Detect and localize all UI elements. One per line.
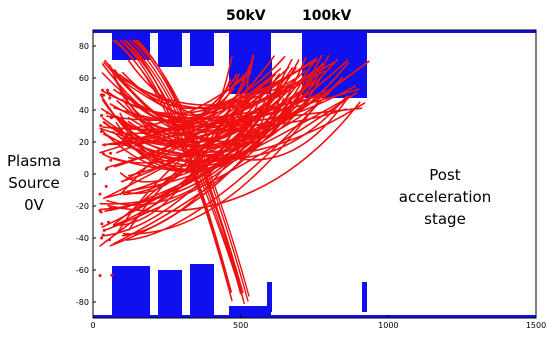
x-tick-label: 0 <box>90 321 95 330</box>
label-100kv: 100kV <box>302 8 352 24</box>
post-acceleration-line-3: stage <box>424 210 466 228</box>
trajectory-line <box>101 72 252 130</box>
trajectory-line <box>127 55 330 149</box>
source-particle <box>100 93 104 97</box>
source-particle <box>98 274 102 278</box>
source-particle <box>109 206 112 210</box>
electrode-lip-upper <box>362 60 367 90</box>
y-tick-label: 20 <box>79 138 89 147</box>
trajectory-line <box>132 39 249 302</box>
source-particle <box>105 111 109 115</box>
electrode-lip-lower <box>267 282 272 312</box>
x-tick-label: 1000 <box>378 321 398 330</box>
y-tick-label: -60 <box>76 266 89 275</box>
lower-electrode <box>158 270 182 318</box>
source-particle <box>98 209 102 212</box>
y-tick-label: 60 <box>79 74 89 83</box>
source-particle <box>109 151 112 155</box>
plasma-source-line-1: Plasma <box>6 152 62 170</box>
lower-electrode <box>229 306 271 318</box>
upper-electrode <box>190 30 214 66</box>
y-tick-label: 0 <box>84 170 89 179</box>
source-particle <box>102 228 106 232</box>
bottom-boundary <box>93 315 536 318</box>
upper-electrode <box>158 30 182 67</box>
source-particle <box>108 96 112 100</box>
x-tick-label: 1500 <box>526 321 546 330</box>
trajectory-line <box>99 106 265 247</box>
post-acceleration-line-2: acceleration <box>398 188 492 206</box>
source-particle <box>104 184 108 188</box>
source-particle <box>110 273 114 277</box>
electrode-lip-lower <box>362 282 367 312</box>
trajectory-line <box>124 39 232 293</box>
source-particle <box>106 88 110 92</box>
source-particle <box>109 116 113 120</box>
trajectory-line <box>103 54 323 143</box>
x-tick-label: 500 <box>233 321 248 330</box>
source-particle <box>101 152 105 156</box>
trajectory-line <box>116 95 348 160</box>
source-particle <box>100 130 103 133</box>
lower-electrode <box>112 266 150 318</box>
electrode-lip-upper <box>267 60 272 90</box>
trajectory-line <box>116 59 300 143</box>
plasma-source-line-3: 0V <box>24 196 44 214</box>
source-particle <box>109 158 113 162</box>
source-particle <box>108 93 112 97</box>
lower-electrode <box>190 264 214 318</box>
trajectory-line <box>123 104 275 135</box>
trajectory-line <box>128 70 326 231</box>
y-tick-label: 80 <box>79 42 89 51</box>
post-acceleration-line-1: Post <box>429 166 461 184</box>
source-particle <box>101 233 105 237</box>
y-tick-label: 40 <box>79 106 89 115</box>
y-tick-label: -40 <box>76 234 89 243</box>
trajectory-line <box>101 67 304 146</box>
source-particle <box>100 114 104 117</box>
particle-trajectories <box>98 39 370 305</box>
source-particle <box>107 220 110 224</box>
y-tick-label: -80 <box>76 298 89 307</box>
trajectory-line <box>106 80 267 169</box>
trajectory-line <box>99 55 233 160</box>
trajectory-line <box>128 39 244 294</box>
source-particle <box>98 192 102 196</box>
source-particle <box>100 236 104 240</box>
source-particle <box>99 124 103 128</box>
trajectory-line <box>120 39 244 300</box>
x-axis-ticks: 0 500 1000 1500 <box>90 315 546 330</box>
source-particle <box>103 143 107 147</box>
trajectory-line <box>113 68 282 145</box>
source-particle <box>104 167 108 171</box>
source-particle <box>100 222 104 226</box>
plasma-source-label: Plasma Source 0V <box>4 150 64 216</box>
source-particle <box>108 238 112 242</box>
post-acceleration-label: Post acceleration stage <box>390 164 500 230</box>
y-tick-label: -20 <box>76 202 89 211</box>
trajectory-line <box>106 59 349 199</box>
trajectory-line <box>109 57 307 247</box>
y-axis-ticks: 80 60 40 20 0 -20 -40 -60 -80 <box>76 42 96 307</box>
label-50kv: 50kV <box>226 8 266 24</box>
trajectory-line <box>127 59 347 127</box>
plasma-source-line-2: Source <box>8 174 60 192</box>
source-particle <box>101 88 104 92</box>
trajectory-line <box>121 71 231 117</box>
